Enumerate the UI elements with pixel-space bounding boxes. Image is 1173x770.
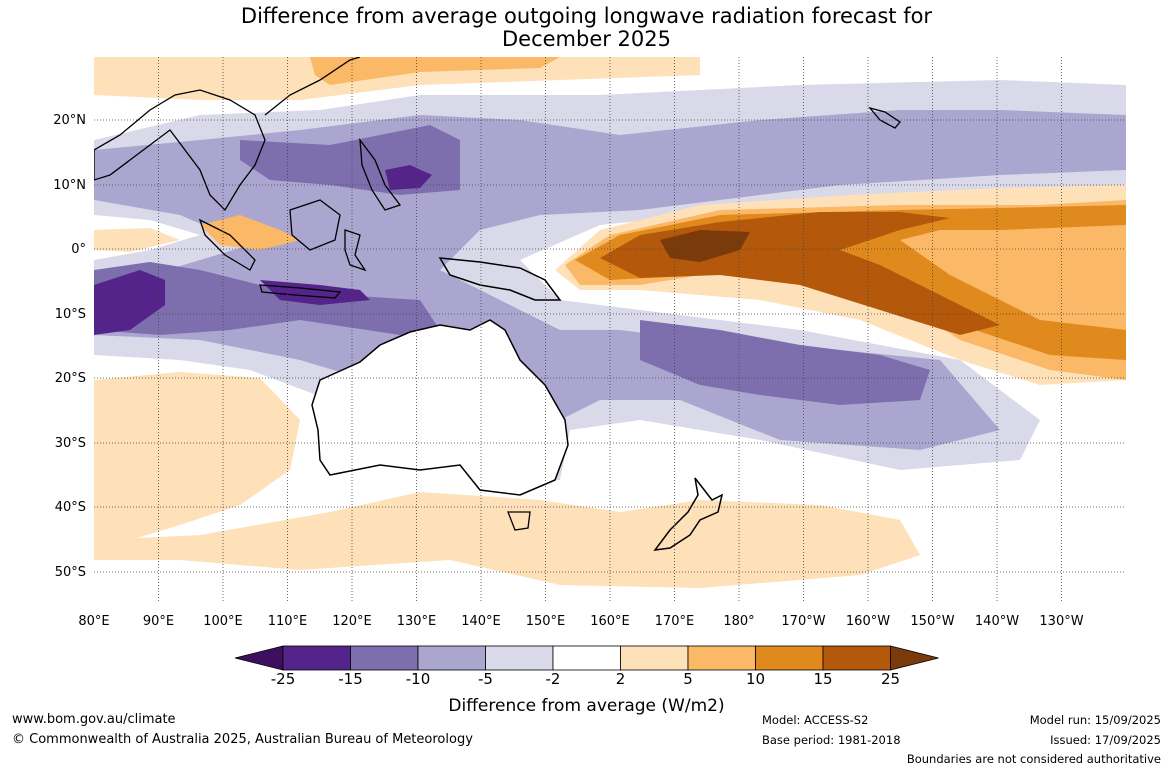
- colorbar-tick-label: -5: [478, 670, 493, 688]
- colorbar-tick-label: -2: [545, 670, 561, 688]
- latitude-label: 10°S: [54, 307, 86, 322]
- colorbar-swatch: [485, 645, 554, 671]
- china-coastline: [264, 57, 361, 116]
- positive-anomaly-pacific-core: [660, 230, 750, 262]
- colorbar-swatch: [687, 645, 756, 671]
- latitude-label: 40°S: [54, 500, 86, 515]
- colorbar-tick-label: 10: [745, 670, 766, 688]
- colorbar-tick-label: -25: [270, 670, 296, 688]
- colorbar-swatch: [822, 645, 891, 671]
- footer-model-run: Model run: 15/09/2025: [1029, 713, 1161, 727]
- tasmania-coastline: [507, 511, 531, 531]
- positive-anomaly-north-strong: [310, 57, 560, 85]
- negative-anomaly-deep-purple-north: [385, 165, 432, 190]
- longitude-label: 140°W: [974, 614, 1020, 629]
- asia-coastline: [94, 89, 266, 212]
- map-title-line2: December 2025: [501, 27, 671, 51]
- latitude-label: 20°N: [53, 113, 86, 128]
- latitude-label: 30°S: [54, 436, 86, 451]
- longitude-label: 160°E: [590, 614, 630, 629]
- longitude-label: 80°E: [78, 614, 110, 629]
- latitude-label: 0°: [71, 242, 86, 257]
- latitude-label: 20°S: [54, 371, 86, 386]
- footer-disclaimer: Boundaries are not considered authoritat…: [906, 752, 1161, 766]
- positive-anomaly-maritime: [200, 215, 300, 250]
- longitude-label: 100°E: [203, 614, 243, 629]
- colorbar-title: Difference from average (W/m2): [448, 696, 725, 716]
- latitude-label: 10°N: [53, 178, 86, 193]
- colorbar: [234, 645, 939, 671]
- footer-base-period: Base period: 1981-2018: [762, 733, 901, 747]
- new-guinea-coastline: [438, 257, 562, 301]
- longitude-label: 180°: [723, 614, 755, 629]
- negative-anomaly-tropics-dark: [94, 262, 440, 335]
- positive-anomaly-north: [94, 57, 700, 100]
- anomaly-fields: [94, 57, 1126, 602]
- positive-anomaly-south-band: [94, 372, 300, 540]
- sulawesi-coastline: [344, 229, 367, 272]
- colorbar-tick-label: -10: [405, 670, 431, 688]
- longitude-label: 140°E: [461, 614, 501, 629]
- colorbar-tick-label: -15: [338, 670, 363, 688]
- longitude-label: 130°W: [1039, 614, 1084, 629]
- australia-coastline: [311, 319, 569, 496]
- colorbar-swatch: [282, 645, 351, 671]
- longitude-label: 170°W: [781, 614, 826, 629]
- map-title-line1: Difference from average outgoing longwav…: [240, 4, 933, 28]
- negative-anomaly-south-pacific-dark: [640, 320, 930, 405]
- colorbar-tick-label: 5: [683, 670, 693, 688]
- philippines-coastline: [359, 137, 402, 211]
- footer-copyright: © Commonwealth of Australia 2025, Austra…: [12, 732, 473, 747]
- longitude-label: 150°W: [910, 614, 955, 629]
- java-coastline: [259, 284, 342, 299]
- colorbar-tick-label: 2: [615, 670, 626, 688]
- longitude-label: 90°E: [142, 614, 175, 629]
- borneo-coastline: [289, 199, 341, 251]
- footer-model: Model: ACCESS-S2: [762, 713, 869, 727]
- longitude-label: 120°E: [332, 614, 372, 629]
- hawaii-coastline: [868, 106, 901, 129]
- colorbar-extend-high: [890, 645, 939, 671]
- colorbar-swatch: [552, 645, 621, 671]
- colorbar-swatch: [350, 645, 419, 671]
- longitude-label: 110°E: [267, 614, 308, 629]
- colorbar-swatch: [620, 645, 689, 671]
- graticule: [94, 57, 1126, 602]
- sumatra-coastline: [198, 218, 256, 271]
- positive-anomaly-south-band-2: [94, 492, 920, 588]
- negative-anomaly-deep-purple-west: [94, 270, 165, 335]
- colorbar-swatch: [417, 645, 486, 671]
- colorbar-tick-label: 15: [813, 670, 833, 688]
- footer-issued: Issued: 17/09/2025: [1050, 733, 1161, 747]
- longitude-label: 170°E: [654, 614, 695, 629]
- negative-anomaly-deep-purple-indonesia: [260, 280, 370, 305]
- colorbar-tick-label: 25: [880, 670, 901, 688]
- footer-url[interactable]: www.bom.gov.au/climate: [12, 712, 176, 727]
- new-zealand-coastline: [653, 477, 724, 551]
- colorbar-extend-low: [234, 645, 284, 671]
- colorbar-swatch: [755, 645, 824, 671]
- longitude-label: 150°E: [525, 614, 566, 629]
- latitude-label: 50°S: [54, 565, 86, 580]
- longitude-label: 130°E: [396, 614, 437, 629]
- longitude-label: 160°W: [845, 614, 891, 629]
